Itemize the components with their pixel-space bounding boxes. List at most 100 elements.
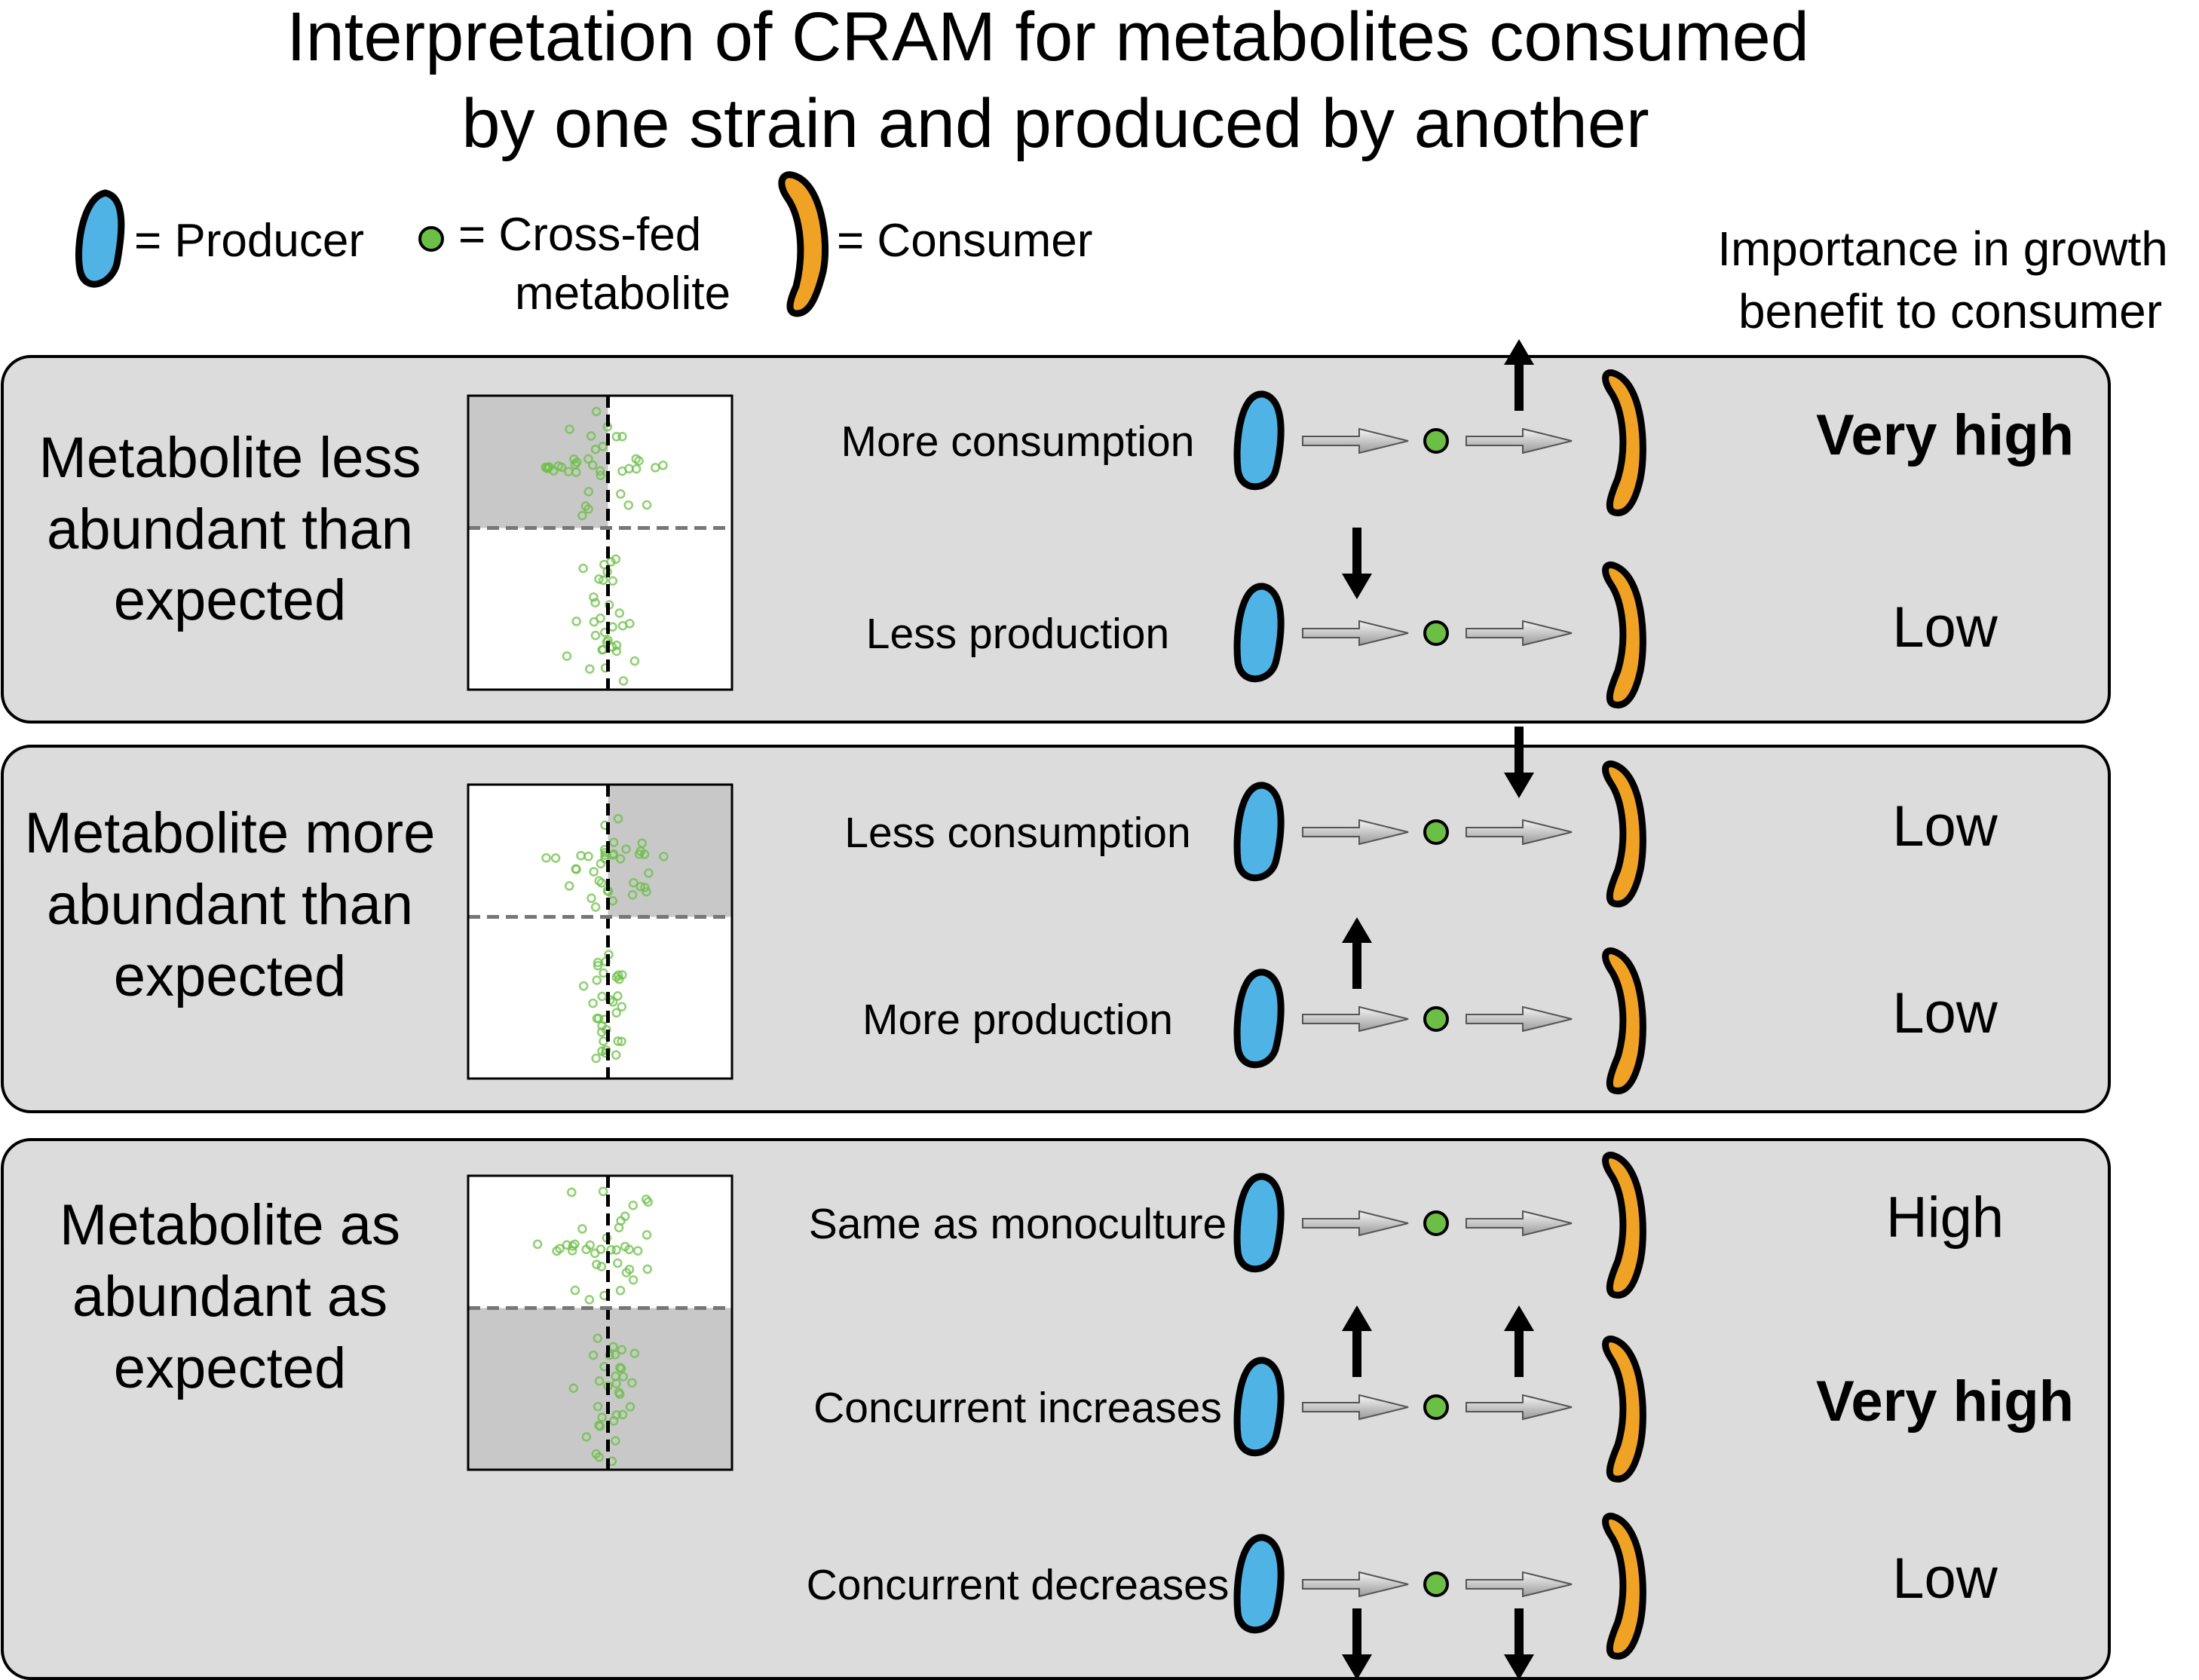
cram-scatter-point [628,1201,639,1210]
cram-scatter-point [636,882,645,892]
cram-scatter-point [571,617,581,626]
production-flow-arrow [1302,1005,1409,1033]
cram-scatter-point [625,1402,636,1412]
consumption-flow-arrow [1465,819,1573,846]
consumer-cell-icon [1602,1152,1646,1299]
cram-scatter-point [617,1036,626,1046]
cram-scatter-point [616,1363,626,1374]
cram-scatter-point [608,1416,619,1426]
importance-value: Very high [1816,1369,2074,1434]
row-label: Concurrent increases [813,1384,1222,1432]
cram-scatter-point [611,1050,621,1060]
importance-value: Low [1892,595,1998,659]
cram-scatter-point [597,1412,607,1422]
cram-scatter-point [611,1436,620,1446]
legend: = Producer = Cross-fed metabolite = Cons… [75,171,1092,320]
panel-category-line: Metabolite as [60,1193,400,1257]
cram-scatter-point [627,890,638,900]
panel-category-line: abundant as [72,1265,387,1329]
cram-scatter-point [577,510,587,521]
interaction-row: More consumption Very high [841,339,2074,516]
importance-value: Low [1892,981,1998,1045]
cram-scatter-point [627,1378,637,1388]
cram-scatter-point [651,463,660,473]
cram-scatter-point [587,893,596,904]
cram-scatter-point [611,646,622,656]
consumption-change-arrow [1504,339,1534,411]
cram-scatter-point [564,881,574,891]
consumption-flow-arrow [1465,1394,1573,1421]
cram-scatter-point [553,461,563,471]
cram-scatter-point [624,1244,634,1255]
cram-scatter-point [576,850,586,861]
cram-scatter-point [614,1388,624,1397]
cram-scatter-point [596,1027,607,1037]
cram-scatter-point [613,1036,623,1046]
production-flow-arrow [1302,1394,1409,1421]
cram-scatter-point [617,1002,627,1011]
cram-scatter-point [623,500,633,510]
cram-scatter-point [568,1383,579,1394]
cram-scatter-point [594,574,604,584]
cram-scatter-point [583,454,593,464]
cram-inset-frame [467,783,734,1080]
legend-consumer: = Consumer [837,215,1092,267]
cram-scatter-point [644,868,654,878]
cram-scatter-point [616,489,626,499]
cram-scatter-point [571,864,581,874]
cram-scatter-point [629,656,640,666]
cram-scatter-point [659,852,669,861]
cram-scatter-point [629,1348,640,1358]
cram-scatter-point [621,844,631,854]
panel-2: Metabolite more abundant than expected Less… [1,727,2111,1113]
cram-inset-frame [467,394,734,691]
panel-category-line: Metabolite more [25,801,436,865]
cram-scatter-point [596,1244,606,1254]
producer-cell-icon [1233,969,1285,1069]
cram-scatter-point [597,644,607,655]
interaction-row: Concurrent increases Very high [813,1305,2074,1483]
cram-scatter-point [642,886,651,897]
cram-scatter-point [572,457,582,467]
cram-inset-shaded-region [468,1308,732,1470]
consumer-cell-icon [1602,562,1646,708]
importance-value: Low [1892,794,1998,858]
cram-scatter-point [593,1013,604,1024]
consumer-cell-icon [1602,1513,1646,1660]
row-label: Less production [866,610,1169,658]
consumption-flow-arrow [1465,1005,1573,1033]
cram-scatter-point [597,991,607,1002]
cram-inset-frame [467,1174,734,1471]
cram-scatter-point [611,554,621,565]
interaction-row: More production Low [862,917,1998,1094]
legend-metabolite-line1: = Cross-fed [458,209,701,261]
cram-scatter-point [631,464,642,474]
cram-scatter-point [617,620,628,631]
row-label: More production [862,996,1173,1044]
importance-value: Low [1892,1547,1998,1611]
cram-scatter-point [563,467,574,476]
cram-scatter-point [593,1333,603,1343]
cram-inset-shaded-region [608,785,732,917]
production-flow-arrow [1302,427,1409,454]
consumer-cell-icon [1602,760,1646,907]
cram-scatter-point [592,975,602,985]
cram-scatter-point [584,1295,595,1305]
cram-scatter-point [594,1376,605,1386]
cram-scatter-point [588,460,598,470]
cram-scatter-point [618,676,629,686]
cram-scatter-point [617,431,627,442]
consumption-flow-arrow [1465,620,1573,647]
production-flow-arrow [1302,819,1409,846]
metabolite-dot-icon [1423,1006,1449,1032]
consumption-flow-arrow [1465,1210,1573,1237]
producer-cell-icon [1233,1357,1285,1457]
panel-category-line: abundant than [47,873,413,937]
metabolite-dot-icon [1423,1394,1449,1420]
cram-scatter-point [590,630,601,641]
cram-scatter-point [617,1409,628,1420]
cram-scatter-point [611,432,622,442]
cram-scatter-point [613,991,623,1001]
cram-scatter-point [565,424,574,434]
row-label: More consumption [841,418,1195,466]
